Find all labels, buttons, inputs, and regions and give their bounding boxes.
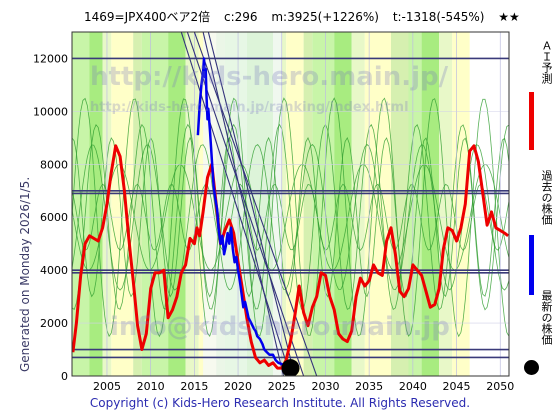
- min-forecast: t:-1318(-545%): [392, 10, 485, 24]
- y-tick-label: 0: [61, 370, 68, 383]
- latest-price-marker: [281, 359, 300, 376]
- forecast-band: [133, 32, 142, 376]
- chart-header: 1469=JPX400ベア2倍 c:296 m:3925(+1226%) t:-…: [84, 8, 530, 25]
- y-tick-label: 4000: [40, 264, 68, 277]
- ticker-title: 1469=JPX400ベア2倍: [84, 10, 211, 24]
- x-tick-label: 2030: [311, 380, 339, 393]
- legend-ai-label: ＡＩ予測: [540, 40, 553, 84]
- x-tick-label: 2010: [137, 380, 165, 393]
- forecast-band: [452, 32, 470, 376]
- rating-stars: ★★: [498, 10, 520, 24]
- x-tick-label: 2015: [180, 380, 208, 393]
- forecast-band: [408, 32, 422, 376]
- ai-forecast-line: [72, 144, 509, 370]
- y-tick-label: 2000: [40, 317, 68, 330]
- trend-line: [207, 32, 296, 376]
- forecast-band: [168, 32, 186, 376]
- forecast-band: [351, 32, 365, 376]
- max-forecast: m:3925(+1226%): [271, 10, 379, 24]
- x-tick-label: 2040: [399, 380, 427, 393]
- envelope-line: [72, 136, 509, 298]
- watermark-ranking-url: http://kids-hero.main.jp/ranking/index.h…: [90, 100, 409, 115]
- envelope-line: [72, 183, 509, 251]
- y-tick-label: 10000: [33, 105, 68, 118]
- x-tick-label: 2005: [93, 380, 121, 393]
- legend-latest-dot: [524, 360, 539, 375]
- y-tick-label: 6000: [40, 211, 68, 224]
- envelope-line: [72, 143, 509, 291]
- y-tick-label: 8000: [40, 158, 68, 171]
- current-price: c:296: [223, 10, 258, 24]
- plot-frame: [71, 31, 510, 377]
- generated-date-label: Generated on Monday 2026/1/5.: [18, 176, 32, 372]
- trend-line: [180, 32, 292, 376]
- legend: ＡＩ予測 過去の株価 最新の株価: [524, 40, 556, 420]
- envelope-line: [72, 97, 509, 338]
- x-tick-label: 2025: [268, 380, 296, 393]
- x-tick-label: 2035: [355, 380, 383, 393]
- trend-line: [193, 32, 318, 376]
- y-tick-label: 12000: [33, 52, 68, 65]
- x-tick-label: 2020: [224, 380, 252, 393]
- copyright-footer: Copyright (c) Kids-Hero Research Institu…: [89, 396, 471, 410]
- legend-ai-swatch: [529, 92, 534, 150]
- legend-past-swatch: [529, 235, 534, 295]
- watermark-url: http://kids-hero.main.jp/: [90, 62, 449, 92]
- x-tick-label: 2045: [443, 380, 471, 393]
- legend-latest-label: 最新の株価: [540, 290, 553, 345]
- legend-past-label: 過去の株価: [540, 170, 553, 225]
- trend-line: [202, 32, 285, 376]
- envelope-line: [72, 163, 509, 271]
- watermark-email: info@kids-hero.main.jp: [110, 312, 450, 342]
- forecast-band: [303, 32, 313, 376]
- past-price-line: [196, 57, 290, 369]
- x-tick-label: 2050: [486, 380, 514, 393]
